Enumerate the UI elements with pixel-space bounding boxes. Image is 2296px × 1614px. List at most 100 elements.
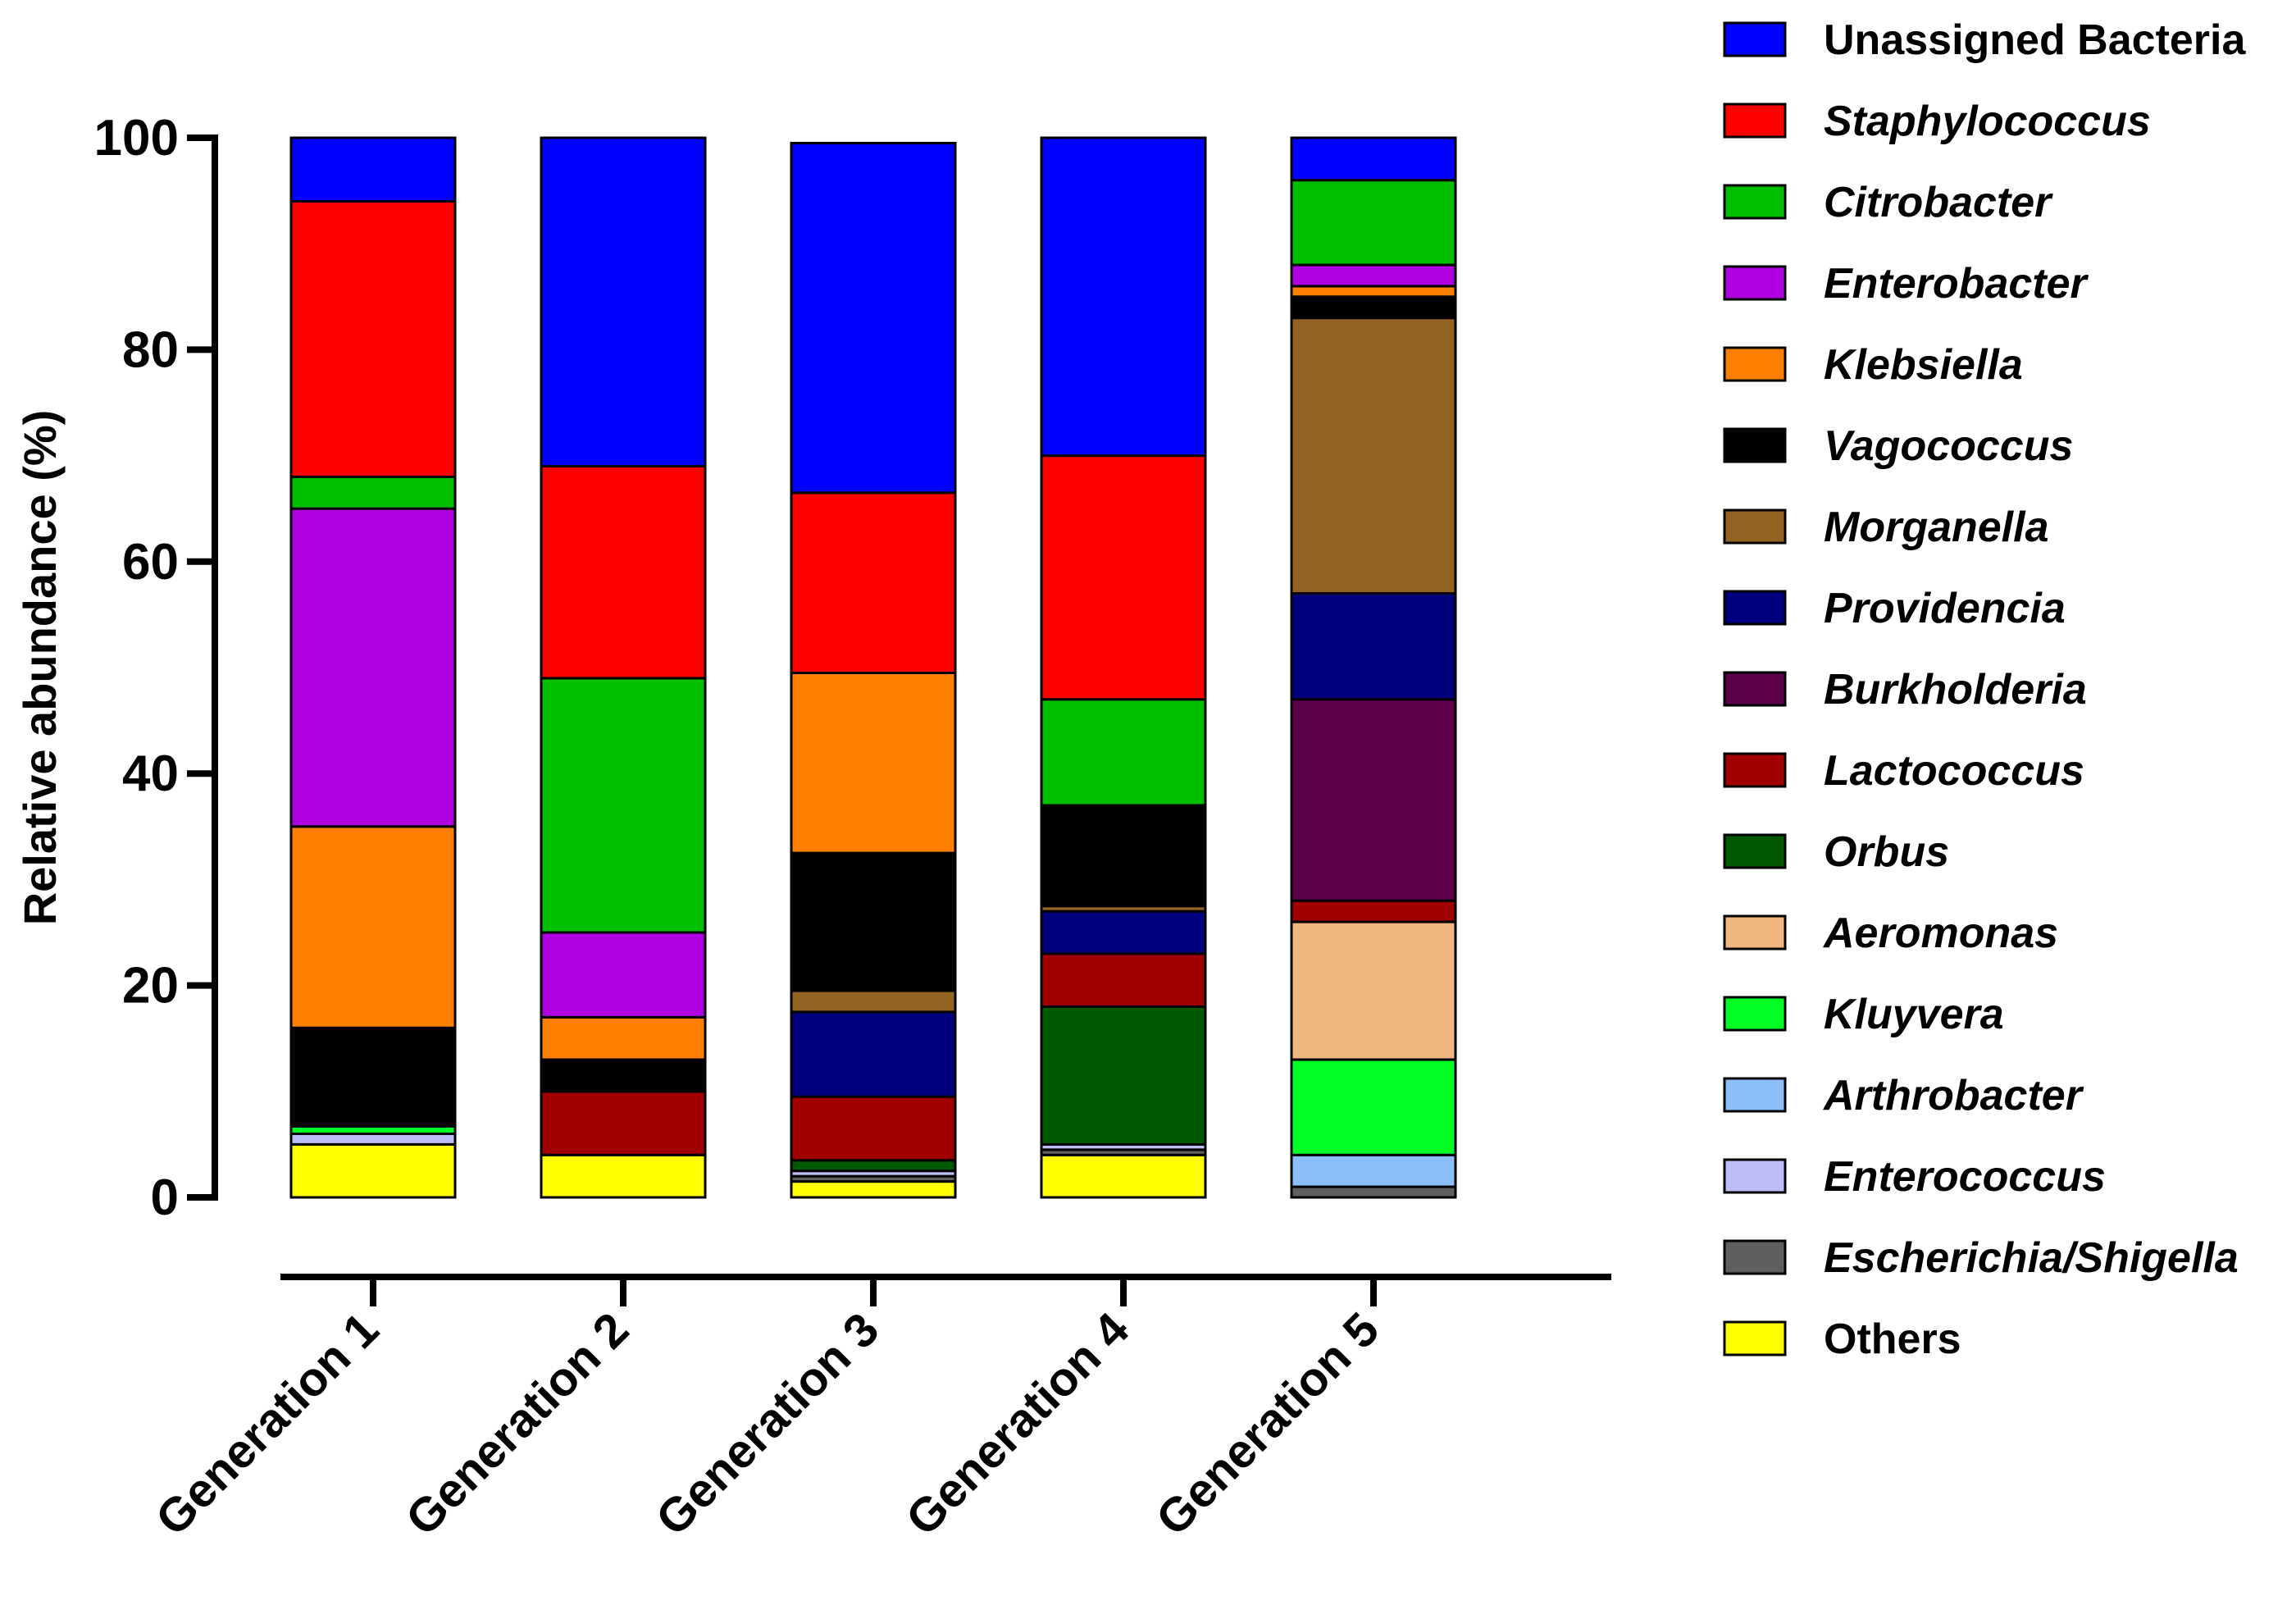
bar-segment-generation-5-vagococcus: [1290, 295, 1457, 320]
bar-segment-generation-4-others: [1040, 1153, 1207, 1199]
bar-segment-generation-4-citrobacter: [1040, 698, 1207, 807]
y-tick-label: 80: [122, 321, 179, 378]
bar-segment-generation-2-others: [540, 1153, 707, 1199]
x-tick-label: Generation 5: [1146, 1302, 1390, 1546]
bar-segment-generation-5-kluyvera: [1290, 1058, 1457, 1156]
x-tick-label: Generation 2: [396, 1302, 640, 1546]
x-tick-label: Generation 3: [646, 1302, 890, 1546]
legend-swatch: [1723, 346, 1787, 382]
legend-swatch: [1723, 1239, 1787, 1275]
bar-segment-generation-3-providencia: [790, 1010, 957, 1098]
legend-label: Enterobacter: [1824, 260, 2089, 308]
legend-label: Escherichia/Shigella: [1824, 1234, 2239, 1282]
y-tick-label: 0: [151, 1169, 179, 1226]
legend-swatch: [1723, 21, 1787, 57]
legend-label: Enterococcus: [1824, 1153, 2106, 1201]
legend-item-kluyvera: Kluyvera: [1723, 991, 2004, 1038]
bar-segment-generation-5-enterobacter: [1290, 263, 1457, 288]
y-tick-label: 20: [122, 958, 179, 1014]
legend-item-enterococcus: Enterococcus: [1723, 1153, 2106, 1201]
legend-item-burkholderia: Burkholderia: [1723, 666, 2087, 714]
legend-swatch: [1723, 1077, 1787, 1113]
bar-segment-generation-5-klebsiella: [1290, 285, 1457, 299]
bar-segment-generation-5-arthrobacter: [1290, 1153, 1457, 1188]
bar-segment-generation-1-others: [289, 1142, 457, 1199]
x-tick-label: Generation 1: [146, 1302, 390, 1546]
legend-label: Lactococcus: [1824, 747, 2084, 795]
bar-segment-generation-5-aeromonas: [1290, 920, 1457, 1061]
legend-label: Klebsiella: [1824, 341, 2023, 389]
bar-stack-generation-1: [289, 136, 457, 1199]
bar-stack-generation-4: [1040, 136, 1207, 1199]
legend-label: Vagococcus: [1824, 422, 2073, 470]
legend-item-aeromonas: Aeromonas: [1723, 910, 2058, 957]
legend-item-klebsiella: Klebsiella: [1723, 341, 2023, 389]
bar-segment-generation-5-escherichia-shigella: [1290, 1185, 1457, 1199]
bar-segment-generation-3-orbus: [790, 1159, 957, 1173]
bar-segment-generation-2-enterobacter: [540, 931, 707, 1019]
bar-segment-generation-1-citrobacter: [289, 475, 457, 510]
bar-segment-generation-2-staphylococcus: [540, 465, 707, 680]
legend-swatch: [1723, 833, 1787, 869]
legend-swatch: [1723, 427, 1787, 463]
legend-item-arthrobacter: Arthrobacter: [1723, 1072, 2084, 1119]
bar-segment-generation-4-orbus: [1040, 1005, 1207, 1146]
y-tick-label: 60: [122, 534, 179, 590]
legend-item-escherichia-shigella: Escherichia/Shigella: [1723, 1234, 2239, 1282]
legend-label: Morganella: [1824, 504, 2049, 551]
legend-label: Others: [1824, 1315, 1961, 1363]
bar-segment-generation-1-staphylococcus: [289, 200, 457, 478]
bar-segment-generation-3-vagococcus: [790, 851, 957, 992]
bar-segment-generation-2-lactococcus: [540, 1090, 707, 1156]
bar-segment-generation-4-staphylococcus: [1040, 454, 1207, 701]
bar-stack-generation-2: [540, 136, 707, 1199]
bar-segment-generation-1-vagococcus: [289, 1026, 457, 1128]
legend-item-orbus: Orbus: [1723, 828, 1949, 876]
legend-item-staphylococcus: Staphylococcus: [1723, 98, 2151, 145]
legend-swatch: [1723, 590, 1787, 626]
bar-segment-generation-3-lactococcus: [790, 1095, 957, 1162]
legend-swatch: [1723, 1320, 1787, 1356]
bar-segment-generation-1-unassigned-bacteria: [289, 136, 457, 203]
y-tick-label: 40: [122, 745, 179, 802]
bar-segment-generation-5-burkholderia: [1290, 698, 1457, 902]
legend-item-lactococcus: Lactococcus: [1723, 747, 2084, 795]
legend-label: Arthrobacter: [1822, 1072, 2084, 1119]
bar-segment-generation-5-unassigned-bacteria: [1290, 136, 1457, 182]
bar-segment-generation-3-staphylococcus: [790, 491, 957, 674]
legend-label: Citrobacter: [1824, 179, 2053, 226]
legend-swatch: [1723, 671, 1787, 707]
legend-label: Burkholderia: [1824, 666, 2087, 714]
bar-segment-generation-2-citrobacter: [540, 677, 707, 934]
bar-segment-generation-5-morganella: [1290, 317, 1457, 595]
legend: Unassigned Bacteria Staphylococcus Citroba…: [1723, 16, 2246, 1363]
legend-item-unassigned-bacteria: Unassigned Bacteria: [1723, 16, 2246, 64]
x-axis: Generation 1 Generation 2 Generation 3 Gene…: [146, 1274, 1611, 1546]
y-axis-label: Relative abundance (%): [14, 410, 66, 926]
legend-swatch: [1723, 184, 1787, 220]
legend-swatch: [1723, 1158, 1787, 1194]
bar-segment-generation-2-klebsiella: [540, 1015, 707, 1061]
bar-segment-generation-1-enterococcus: [289, 1132, 457, 1146]
legend-item-others: Others: [1723, 1315, 1961, 1363]
legend-item-vagococcus: Vagococcus: [1723, 422, 2073, 470]
bar-segment-generation-4-lactococcus: [1040, 952, 1207, 1008]
legend-item-morganella: Morganella: [1723, 504, 2049, 551]
legend-item-citrobacter: Citrobacter: [1723, 179, 2053, 226]
x-tick-label: Generation 4: [896, 1302, 1140, 1546]
legend-swatch: [1723, 996, 1787, 1032]
bar-segment-generation-2-unassigned-bacteria: [540, 136, 707, 468]
y-tick-label: 100: [94, 110, 179, 166]
bar-segment-generation-4-vagococcus: [1040, 804, 1207, 908]
legend-label: Orbus: [1824, 828, 1949, 876]
bar-stack-generation-5: [1290, 136, 1457, 1199]
bar-segment-generation-1-klebsiella: [289, 825, 457, 1029]
legend-swatch: [1723, 914, 1787, 951]
bar-segment-generation-5-citrobacter: [1290, 179, 1457, 267]
legend-item-providencia: Providencia: [1723, 585, 2066, 632]
legend-swatch: [1723, 508, 1787, 545]
bar-segment-generation-3-klebsiella: [790, 671, 957, 855]
legend-item-enterobacter: Enterobacter: [1723, 260, 2089, 308]
y-axis: 0 20 40 60 80 100: [94, 110, 218, 1226]
